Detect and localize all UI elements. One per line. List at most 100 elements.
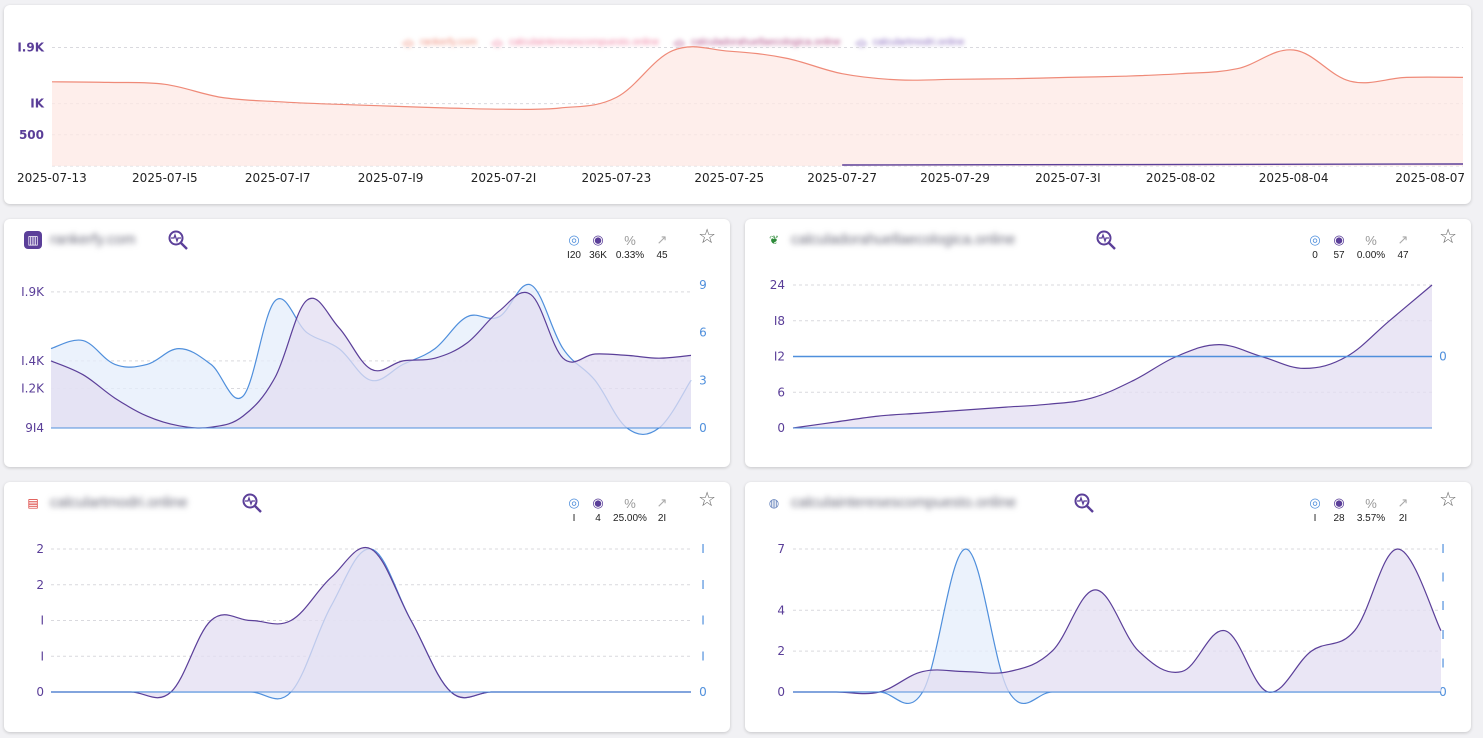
y-right-tick-label: I (701, 649, 705, 663)
y-left-tick-label: I.2K (21, 382, 45, 396)
legend-item[interactable]: calculainteresescompuesto.online (491, 37, 659, 48)
star-icon[interactable]: ☆ (698, 226, 716, 248)
star-icon[interactable]: ☆ (698, 489, 716, 511)
site-card-header: ◍ calculainteresescompuesto.online ◎ I ◉ 2… (765, 489, 1457, 532)
percent-icon: % (1365, 232, 1377, 248)
ctr-stat: % 3.57% (1351, 495, 1391, 525)
impressions-value: 57 (1333, 250, 1345, 261)
y-left-tick-label: I.4K (21, 354, 45, 368)
y-right-tick-label: 3 (699, 373, 707, 387)
y-left-tick-label: 6 (777, 385, 785, 399)
legend-item[interactable]: calculartmodri.online (854, 37, 964, 48)
site-card-header: ▤ calculartmodri.online ◎ I ◉ 4 % 25.00% ↗ 2… (24, 489, 716, 532)
y-right-tick-label: 9 (699, 278, 707, 292)
series-salmon-area (52, 46, 1463, 166)
site-name[interactable]: calculartmodri.online (50, 494, 188, 511)
legend-item[interactable]: calculadorahuellaecologica.online (673, 37, 841, 48)
x-tick-label: 2025-07-25 (694, 171, 764, 185)
analyze-search-icon[interactable] (167, 229, 189, 251)
trending-up-icon: ↗ (656, 495, 668, 510)
site-name[interactable]: calculadorahuellaecologica.online (791, 231, 1016, 248)
impressions-stat: ◉ 57 (1327, 232, 1351, 261)
y-left-tick-label: 0 (36, 685, 44, 699)
y-left-tick-label: I.9K (21, 285, 45, 299)
x-tick-label: 2025-07-27 (807, 171, 877, 185)
site-chart-svg: 9I4 I.2K I.4K I.9K 0 3 6 9 (21, 278, 707, 436)
position-value: 2I (657, 513, 667, 524)
x-tick-label: 2025-07-I9 (358, 171, 424, 185)
summary-chart-svg: 500 IK I.9K 2025-07-13 2025-07-I5 2025-07-I7 2… (17, 40, 1465, 185)
y-right-tick-label: I (1441, 571, 1445, 585)
impressions-stat: ◉ 4 (586, 495, 610, 524)
x-tick-label: 2025-07-I7 (245, 171, 311, 185)
y-right-tick-label: 0 (1439, 350, 1447, 364)
analyze-search-icon[interactable] (241, 492, 263, 514)
footprint-logo-icon: ❦ (768, 233, 780, 247)
site-name[interactable]: rankerfy.com (50, 231, 136, 248)
percent-icon: % (624, 232, 636, 248)
legend-label: calculainteresescompuesto.online (509, 37, 660, 48)
position-stat: ↗ 2I (1391, 495, 1415, 524)
cursor-click-icon: ◎ (568, 232, 580, 247)
ctr-value: 0.33% (615, 250, 645, 261)
globe-logo-icon: ◍ (768, 496, 780, 510)
y-left-tick-label: 9I4 (25, 421, 44, 435)
impressions-stat: ◉ 36K (586, 232, 610, 261)
y-right-tick-label: I (1441, 542, 1445, 556)
analyze-search-icon[interactable] (1095, 229, 1117, 251)
position-value: 2I (1398, 513, 1408, 524)
position-value: 45 (656, 250, 668, 261)
series-purple-area (51, 547, 691, 698)
legend-item[interactable]: rankerfy.com (402, 37, 477, 48)
legend-marker-icon (402, 39, 414, 47)
y-right-tick-label: 0 (699, 421, 707, 435)
analyze-search-icon[interactable] (1073, 492, 1095, 514)
impressions-value: 4 (595, 513, 601, 524)
impressions-stat: ◉ 28 (1327, 495, 1351, 524)
series-purple-line (50, 291, 692, 429)
y-right-tick-label: I (1441, 599, 1445, 613)
clicks-value: I (1313, 513, 1317, 524)
series-blue-area (793, 549, 1441, 704)
trending-up-icon: ↗ (1397, 495, 1409, 510)
site-card-rankerfy: 9I4 I.2K I.4K I.9K 0 3 6 9 ▥ rankerfy.com ◎ I20 … (4, 219, 730, 467)
x-tick-label: 2025-08-02 (1146, 171, 1216, 185)
chart-legend[interactable]: rankerfy.com calculainteresescompuesto.o… (402, 37, 964, 48)
y-right-tick-label: I (701, 578, 705, 592)
clicks-stat: ◎ I20 (562, 232, 586, 261)
star-icon[interactable]: ☆ (1439, 226, 1457, 248)
percent-icon: % (624, 495, 636, 511)
eye-icon: ◉ (1333, 495, 1345, 510)
clicks-stat: ◎ I (1303, 495, 1327, 524)
x-tick-label: 2025-08-04 (1259, 171, 1329, 185)
impressions-value: 36K (589, 250, 607, 261)
y-left-tick-label: 0 (777, 685, 785, 699)
clicks-value: 0 (1312, 250, 1318, 261)
x-tick-label: 2025-07-13 (17, 171, 87, 185)
star-icon[interactable]: ☆ (1439, 489, 1457, 511)
site-chart-svg: 0 I I 2 2 0 I I I I (36, 542, 707, 700)
y-right-tick-label: 0 (699, 685, 707, 699)
site-name[interactable]: calculainteresescompuesto.online (791, 494, 1017, 511)
x-tick-label: 2025-07-23 (582, 171, 652, 185)
y-right-tick-label: I (701, 542, 705, 556)
position-stat: ↗ 2I (650, 495, 674, 524)
y-left-tick-label: 2 (36, 578, 44, 592)
ctr-stat: % 0.00% (1351, 232, 1391, 262)
impressions-value: 28 (1333, 513, 1345, 524)
y-left-tick-label: I (40, 614, 44, 628)
site-stats: ◎ I ◉ 28 % 3.57% ↗ 2I (1303, 495, 1415, 524)
site-card-header: ▥ rankerfy.com ◎ I20 ◉ 36K % 0.33% ↗ 45 ☆ (24, 226, 716, 269)
trending-up-icon: ↗ (1397, 232, 1409, 247)
y-tick-label: I.9K (17, 40, 44, 54)
y-left-tick-label: 4 (777, 603, 785, 617)
y-left-tick-label: 7 (777, 542, 785, 556)
series-salmon-line (51, 46, 1464, 110)
percent-icon: % (1365, 495, 1377, 511)
y-right-tick-label: I (701, 614, 705, 628)
site-chart-svg: 0 6 I2 I8 24 0 (770, 278, 1447, 435)
y-left-tick-label: 24 (770, 278, 785, 292)
y-right-tick-label: 0 (1439, 685, 1447, 699)
